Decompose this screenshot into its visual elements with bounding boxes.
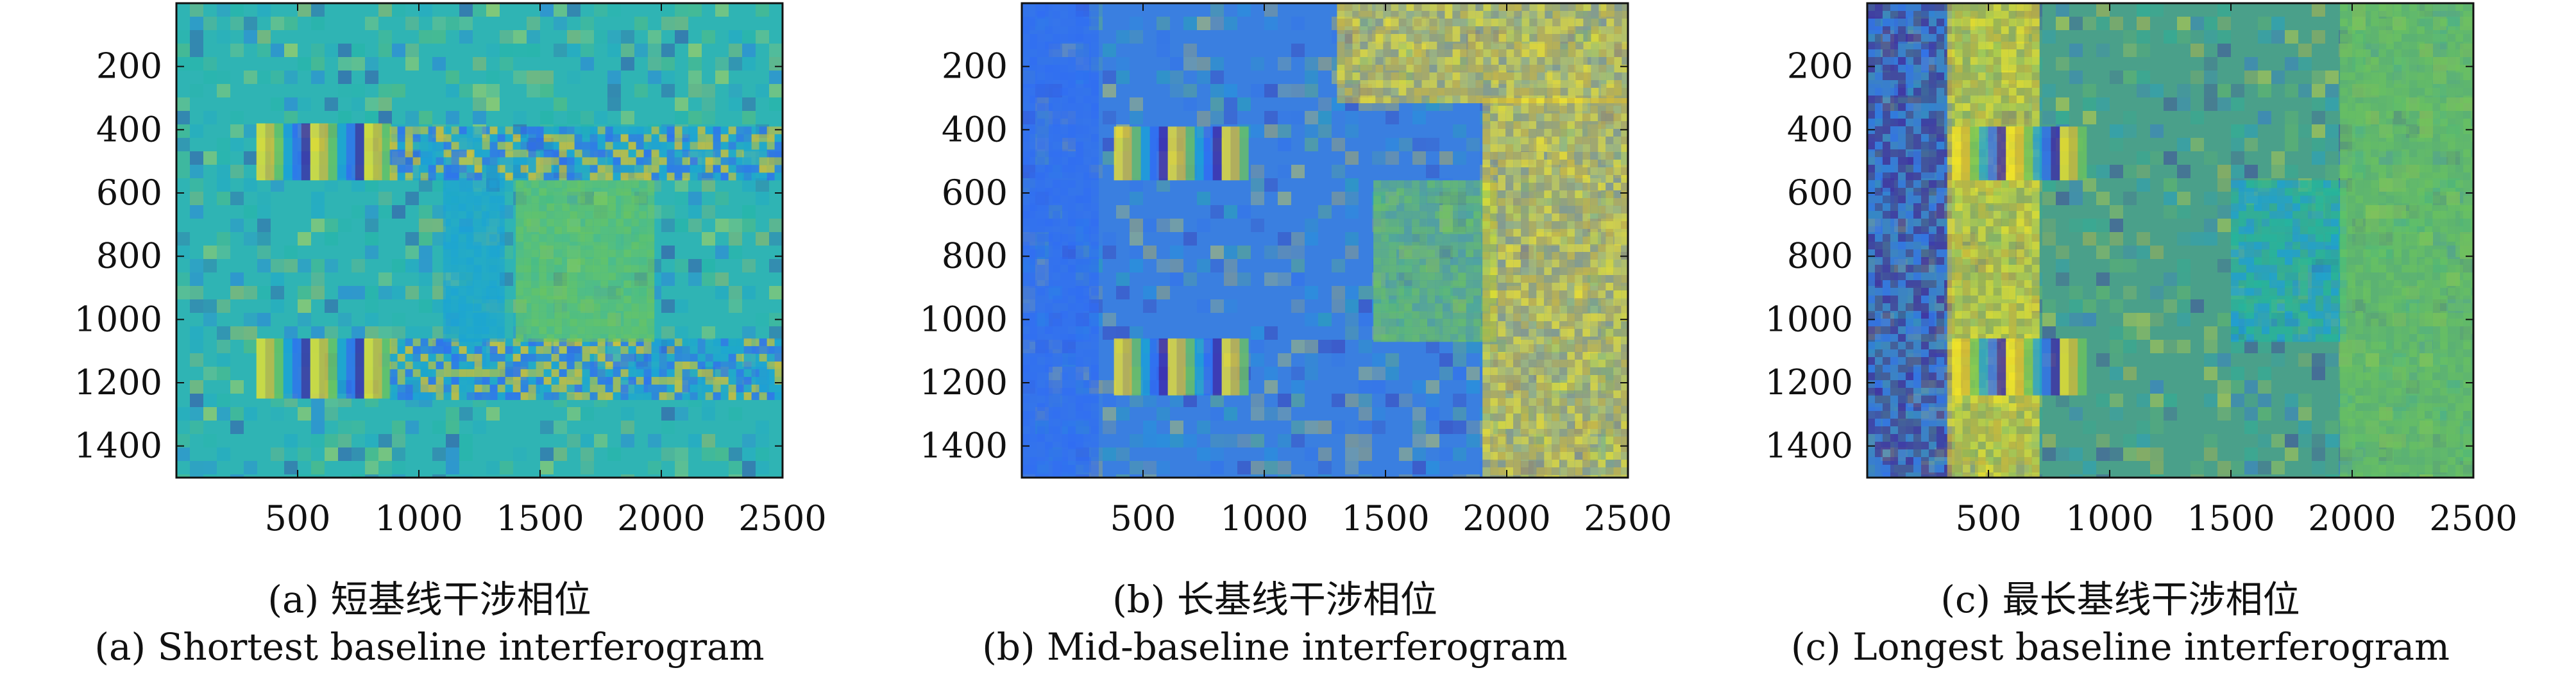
heatmap-region-4 xyxy=(2231,180,2346,342)
y-tick-label: 400 xyxy=(1787,109,1853,149)
x-tick-label: 1000 xyxy=(375,498,462,539)
y-tick-label: 600 xyxy=(942,172,1008,213)
x-tick-label: 2500 xyxy=(738,498,826,539)
y-tick-label: 1000 xyxy=(1765,299,1853,339)
heatmap-cells xyxy=(176,3,783,478)
heatmap-region-0 xyxy=(1867,3,1952,478)
heatmap-a: 200 400 600 800 1000 1200 1400 500 1000 1500 2000 2… xyxy=(74,2,827,539)
heatmap-region-3 xyxy=(1952,338,2087,396)
y-tick-label: 1200 xyxy=(920,362,1008,403)
heatmap-c: 200 400 600 800 1000 1200 1400 500 1000 1500 2000 2… xyxy=(1765,2,2518,539)
y-tick-label: 200 xyxy=(96,46,162,87)
y-tick-label: 600 xyxy=(96,172,162,213)
axes-frame xyxy=(1021,2,1629,479)
heatmap-b: 200 400 600 800 1000 1200 1400 500 1000 1500 2000 2… xyxy=(920,2,1672,539)
x-tick-label: 2000 xyxy=(1462,498,1550,539)
heatmap-region-0 xyxy=(256,123,391,181)
x-tick-label: 500 xyxy=(264,498,330,539)
heatmap-region-4 xyxy=(443,180,505,342)
heatmap-region-0 xyxy=(1022,3,1099,478)
heatmap-region-1 xyxy=(1337,3,1628,103)
x-tick-label: 1000 xyxy=(2065,498,2153,539)
caption-b-en: (b) Mid-baseline interferogram xyxy=(982,625,1568,669)
y-tick-label: 1400 xyxy=(1765,426,1853,466)
y-tick-label: 400 xyxy=(942,109,1008,149)
axes-frame xyxy=(175,2,784,479)
heatmap-region-3 xyxy=(1114,338,1249,396)
heatmap-region-2 xyxy=(1114,126,1249,181)
y-tick-label: 200 xyxy=(1787,46,1853,87)
x-tick-label: 2000 xyxy=(2308,498,2396,539)
heatmap-region-5 xyxy=(1482,98,1628,478)
caption-a-en: (a) Shortest baseline interferogram xyxy=(94,625,765,669)
caption-a-cn: (a) 短基线干涉相位 xyxy=(267,578,591,621)
y-tick-label: 1400 xyxy=(74,426,162,466)
heatmap-region-1 xyxy=(1947,3,2040,478)
y-tick-label: 800 xyxy=(942,236,1008,276)
y-tick-label: 1400 xyxy=(920,426,1008,466)
heatmap-region-5 xyxy=(2340,3,2473,478)
heatmap-region-4 xyxy=(1373,180,1497,342)
x-tick-label: 2500 xyxy=(1584,498,1672,539)
x-tick-label: 2500 xyxy=(2429,498,2517,539)
y-tick-label: 1200 xyxy=(74,362,162,403)
heatmap-region-1 xyxy=(256,338,391,399)
x-tick-label: 1500 xyxy=(1341,498,1429,539)
y-tick-label: 800 xyxy=(96,236,162,276)
caption-c-en: (c) Longest baseline interferogram xyxy=(1790,625,2450,669)
caption-b-cn: (b) 长基线干涉相位 xyxy=(1112,578,1437,621)
heatmap-cells xyxy=(1867,3,2473,478)
axes-frame xyxy=(1866,2,2475,479)
x-tick-label: 1500 xyxy=(496,498,584,539)
x-tick-label: 500 xyxy=(1110,498,1176,539)
heatmap-region-2 xyxy=(1952,126,2087,181)
panel-a: 200 400 600 800 1000 1200 1400 500 1000 1500 2000 2… xyxy=(0,0,859,677)
panel-c: 200 400 600 800 1000 1200 1400 500 1000 1500 2000 2… xyxy=(1691,0,2550,677)
x-tick-label: 1000 xyxy=(1220,498,1308,539)
y-tick-label: 200 xyxy=(942,46,1008,87)
panel-b: 200 400 600 800 1000 1200 1400 500 1000 1500 2000 2… xyxy=(845,0,1704,677)
heatmap-region-5 xyxy=(516,180,655,342)
y-tick-label: 1200 xyxy=(1765,362,1853,403)
caption-c-cn: (c) 最长基线干涉相位 xyxy=(1940,578,2300,621)
x-tick-label: 2000 xyxy=(617,498,705,539)
y-tick-label: 600 xyxy=(1787,172,1853,213)
y-tick-label: 1000 xyxy=(74,299,162,339)
heatmap-region-2 xyxy=(389,126,783,181)
y-tick-label: 400 xyxy=(96,109,162,149)
y-tick-label: 800 xyxy=(1787,236,1853,276)
heatmap-region-3 xyxy=(389,338,783,400)
heatmap-cells xyxy=(1022,3,1628,478)
y-tick-label: 1000 xyxy=(920,299,1008,339)
x-tick-label: 500 xyxy=(1955,498,2021,539)
x-tick-label: 1500 xyxy=(2187,498,2275,539)
